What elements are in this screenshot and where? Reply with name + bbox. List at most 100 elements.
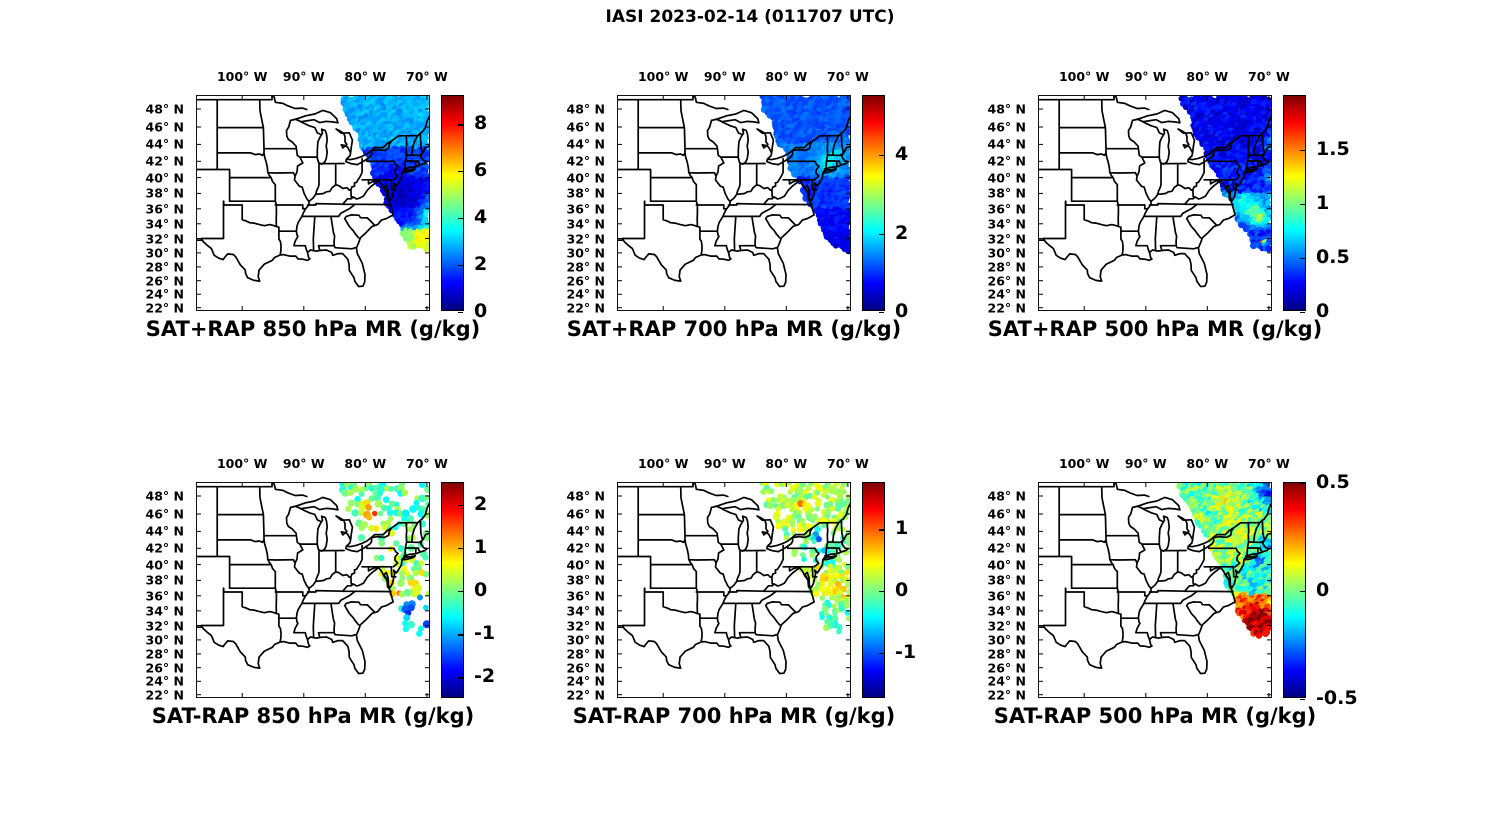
longitude-tick-label: 100° W (216, 456, 268, 471)
axis-ticks (617, 95, 851, 311)
colorbar-tick (458, 312, 463, 314)
panel-title: SAT-RAP 500 hPa MR (g/kg) (993, 704, 1317, 728)
map-panel-sat-minus-rap-500: 100° W 90° W 80° W 70° W 48° N 46° N 44° N 42° … (988, 456, 1358, 728)
colorbar-tick-label: 2 (474, 492, 488, 515)
latitude-tick-label: 24° N (987, 286, 1026, 302)
latitude-tick-label: 42° N (566, 153, 605, 169)
colorbar-tick (458, 591, 463, 593)
latitude-tick-label: 28° N (145, 646, 184, 662)
latitude-tick-label: 22° N (145, 300, 184, 316)
longitude-axis: 100° W 90° W 80° W 70° W (196, 67, 448, 87)
longitude-axis: 100° W 90° W 80° W 70° W (617, 454, 869, 474)
latitude-tick-label: 32° N (145, 618, 184, 633)
state-boundaries (1038, 95, 1272, 288)
state-boundaries (196, 482, 430, 675)
colorbar-tick (1300, 204, 1305, 206)
colorbar-tick (1300, 699, 1305, 701)
longitude-tick-label: 90° W (1124, 69, 1167, 84)
colorbar-tick-label: -1 (474, 622, 496, 645)
latitude-tick-label: 32° N (566, 618, 605, 633)
colorbar-tick-label: 1 (474, 535, 488, 558)
latitude-tick-label: 26° N (987, 273, 1026, 289)
map-panel-sat-minus-rap-850: 100° W 90° W 80° W 70° W 48° N 46° N 44° N 42° … (146, 456, 496, 728)
colorbar-tick (879, 529, 884, 531)
colorbar-tick-label: 1 (1316, 192, 1330, 214)
panel-title: SAT-RAP 850 hPa MR (g/kg) (151, 704, 475, 728)
swath-dots (339, 482, 430, 637)
longitude-tick-label: 80° W (1186, 69, 1229, 84)
latitude-tick-label: 42° N (566, 540, 605, 556)
map-plot (1038, 482, 1272, 698)
colorbar (1283, 95, 1306, 314)
colorbar-tick-label: 1.5 (1316, 138, 1350, 160)
swath-dots (340, 95, 430, 252)
latitude-tick-label: 38° N (145, 572, 184, 588)
longitude-tick-label: 100° W (637, 69, 689, 84)
colorbar-tick-label: 1 (895, 517, 909, 540)
longitude-axis: 100° W 90° W 80° W 70° W (1038, 67, 1290, 87)
latitude-axis: 48° N 46° N 44° N 42° N 40° N 38° N 36° N 34° N… (555, 95, 611, 316)
colorbar-tick (458, 265, 463, 267)
latitude-tick-label: 26° N (145, 273, 184, 289)
colorbar-tick-label: 2 (474, 253, 488, 275)
latitude-tick-label: 36° N (145, 201, 184, 217)
colorbar-tick-label: 2 (895, 221, 909, 244)
colorbar-tick-label: -1 (895, 640, 917, 663)
axis-ticks (196, 95, 430, 311)
colorbar-tick-label: 4 (895, 142, 909, 165)
latitude-tick-label: 48° N (566, 101, 605, 117)
state-boundaries (196, 95, 430, 288)
panel-title: SAT+RAP 500 hPa MR (g/kg) (987, 317, 1323, 341)
longitude-tick-label: 80° W (765, 69, 808, 84)
latitude-tick-label: 26° N (566, 273, 605, 289)
colorbar-tick-label: 4 (474, 206, 488, 229)
colorbar (862, 482, 885, 698)
colorbar-tick (879, 312, 884, 314)
colorbar-tick (458, 124, 463, 126)
latitude-axis: 48° N 46° N 44° N 42° N 40° N 38° N 36° N 34° N… (555, 482, 611, 703)
latitude-tick-label: 30° N (987, 632, 1026, 648)
latitude-tick-label: 26° N (987, 660, 1026, 676)
state-boundaries (617, 482, 851, 675)
colorbar-tick (879, 652, 884, 655)
latitude-tick-label: 22° N (987, 687, 1026, 703)
latitude-tick-label: 34° N (987, 216, 1026, 232)
map-frame (617, 95, 851, 311)
latitude-tick-label: 40° N (987, 557, 1026, 573)
latitude-tick-label: 46° N (566, 506, 605, 522)
latitude-tick-label: 46° N (145, 119, 184, 135)
latitude-tick-label: 32° N (987, 231, 1026, 246)
latitude-tick-label: 28° N (145, 259, 184, 275)
colorbar (441, 95, 464, 314)
colorbar-tick (1300, 258, 1305, 260)
latitude-tick-label: 48° N (987, 101, 1026, 117)
latitude-tick-label: 40° N (987, 170, 1026, 186)
latitude-tick-label: 44° N (145, 523, 184, 539)
latitude-tick-label: 48° N (566, 488, 605, 504)
latitude-tick-label: 44° N (987, 523, 1026, 539)
colorbar-tick-label: 0 (474, 300, 488, 322)
latitude-tick-label: 46° N (145, 506, 184, 522)
latitude-tick-label: 26° N (566, 660, 605, 676)
map-frame (1038, 95, 1272, 311)
colorbar (441, 482, 464, 698)
swath-dots (1178, 95, 1272, 253)
swath-dots (1176, 482, 1272, 639)
latitude-tick-label: 36° N (987, 588, 1026, 604)
panel-title: SAT-RAP 700 hPa MR (g/kg) (572, 704, 896, 728)
latitude-tick-label: 22° N (566, 687, 605, 703)
longitude-tick-label: 90° W (1124, 456, 1167, 471)
latitude-tick-label: 30° N (566, 632, 605, 648)
latitude-tick-label: 48° N (145, 488, 184, 504)
map-panel-sat-minus-rap-700: 100° W 90° W 80° W 70° W 48° N 46° N 44° N 42° … (567, 456, 917, 728)
latitude-tick-label: 42° N (145, 540, 184, 556)
latitude-tick-label: 40° N (145, 557, 184, 573)
latitude-tick-label: 24° N (145, 286, 184, 302)
colorbar-tick-label: -0.5 (1316, 687, 1358, 709)
colorbar-tick-label: 0.5 (1316, 246, 1350, 268)
latitude-tick-label: 40° N (566, 170, 605, 186)
colorbar-tick (1300, 483, 1305, 485)
longitude-tick-label: 80° W (344, 69, 387, 84)
longitude-tick-label: 70° W (826, 69, 869, 84)
